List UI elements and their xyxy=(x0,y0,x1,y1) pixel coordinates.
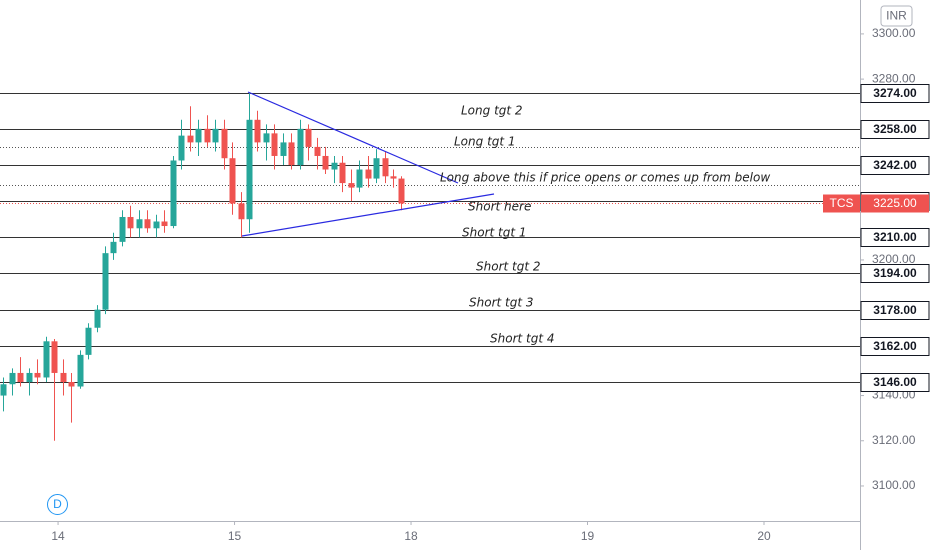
x-tick-label: 18 xyxy=(404,529,418,543)
level-label-box xyxy=(860,156,930,175)
level-label-box xyxy=(860,84,930,103)
candle-body xyxy=(144,219,151,229)
annotation: Short tgt 4 xyxy=(490,332,555,346)
candle-body xyxy=(229,158,236,204)
candle-body xyxy=(161,221,168,227)
candle-body xyxy=(254,119,261,143)
candle-body xyxy=(204,128,211,143)
interval-badge[interactable] xyxy=(47,494,68,515)
candle-body xyxy=(9,372,16,385)
candle-body xyxy=(34,372,41,378)
annotation: Long above this if price opens or comes … xyxy=(440,171,770,185)
candle-body xyxy=(365,169,372,179)
candle-body xyxy=(85,327,92,355)
level-label: 3194.00 xyxy=(873,266,917,280)
annotation: Short tgt 1 xyxy=(462,226,527,240)
candle-body xyxy=(102,253,109,310)
level-label: 3178.00 xyxy=(873,303,917,317)
candle-body xyxy=(110,241,117,254)
annotation: Short tgt 2 xyxy=(476,260,541,274)
candle-body xyxy=(77,354,84,387)
y-tick-label: 3300.00 xyxy=(872,26,916,40)
plot-area xyxy=(0,92,860,441)
candle-body xyxy=(60,372,67,382)
candle-body xyxy=(382,158,389,177)
last-price-box xyxy=(861,194,929,213)
y-tick-label: 3280.00 xyxy=(872,71,916,85)
level-label-box xyxy=(860,228,930,247)
candle-body xyxy=(26,372,33,382)
candle-body xyxy=(43,341,50,378)
candle-body xyxy=(153,221,160,229)
level-label: 3274.00 xyxy=(873,86,917,100)
x-tick-label: 19 xyxy=(581,529,595,543)
level-label-box xyxy=(860,373,930,392)
candle-body xyxy=(280,142,287,156)
symbol-box xyxy=(823,194,860,213)
candle-body xyxy=(271,133,278,156)
x-tick-label: 20 xyxy=(757,529,771,543)
candle-body xyxy=(119,216,126,242)
symbol-label: TCS xyxy=(830,196,854,210)
y-tick-label: 3120.00 xyxy=(872,433,916,447)
candle-body xyxy=(331,162,338,170)
candle-body xyxy=(288,142,295,166)
currency-box[interactable] xyxy=(880,5,913,27)
last-price-label: 3225.00 xyxy=(873,196,917,210)
x-tick-label: 15 xyxy=(228,529,242,543)
candle-body xyxy=(178,135,185,161)
candle-body xyxy=(373,158,380,179)
candle-body xyxy=(94,309,101,328)
candle-body xyxy=(212,128,219,143)
candle-body xyxy=(263,133,270,143)
candle-body xyxy=(0,384,7,396)
candle-body xyxy=(238,203,245,220)
x-tick-label: 14 xyxy=(51,529,65,543)
candle-body xyxy=(17,372,24,382)
candle-body xyxy=(170,160,177,227)
level-label-box xyxy=(860,120,930,139)
candle-body xyxy=(187,135,194,143)
candle-body xyxy=(348,183,355,188)
candle-body xyxy=(246,119,253,220)
candle-body xyxy=(136,219,143,229)
annotation: Short here xyxy=(468,200,531,214)
candle-body xyxy=(68,381,75,387)
candle-body xyxy=(339,162,346,184)
level-label-box xyxy=(860,301,930,320)
candle-body xyxy=(322,155,329,170)
currency: INR xyxy=(886,9,907,23)
candle-body xyxy=(356,169,363,188)
candle-body xyxy=(305,128,312,147)
level-label: 3258.00 xyxy=(873,122,917,136)
level-label-box xyxy=(860,264,930,283)
interval: D xyxy=(53,497,62,511)
y-tick-label: 3200.00 xyxy=(872,252,916,266)
candle-body xyxy=(390,176,397,179)
triangle-lower-line xyxy=(241,193,495,237)
candle-body xyxy=(127,216,134,229)
candle-body xyxy=(221,128,228,159)
candle-body xyxy=(51,341,58,373)
candle-body xyxy=(297,128,304,166)
annotation: Long tgt 2 xyxy=(461,104,523,118)
level-label: 3146.00 xyxy=(873,375,917,389)
level-label: 3242.00 xyxy=(873,158,917,172)
level-label: 3162.00 xyxy=(873,339,917,353)
level-label-box xyxy=(860,337,930,356)
candle-body xyxy=(195,128,202,143)
candle-body xyxy=(398,178,405,204)
triangle-upper-line xyxy=(247,91,459,184)
annotation: Long tgt 1 xyxy=(454,135,516,149)
y-tick-label: 3100.00 xyxy=(872,478,916,492)
candle-body xyxy=(314,146,321,156)
annotation: Short tgt 3 xyxy=(469,296,534,310)
level-label: 3210.00 xyxy=(873,230,917,244)
